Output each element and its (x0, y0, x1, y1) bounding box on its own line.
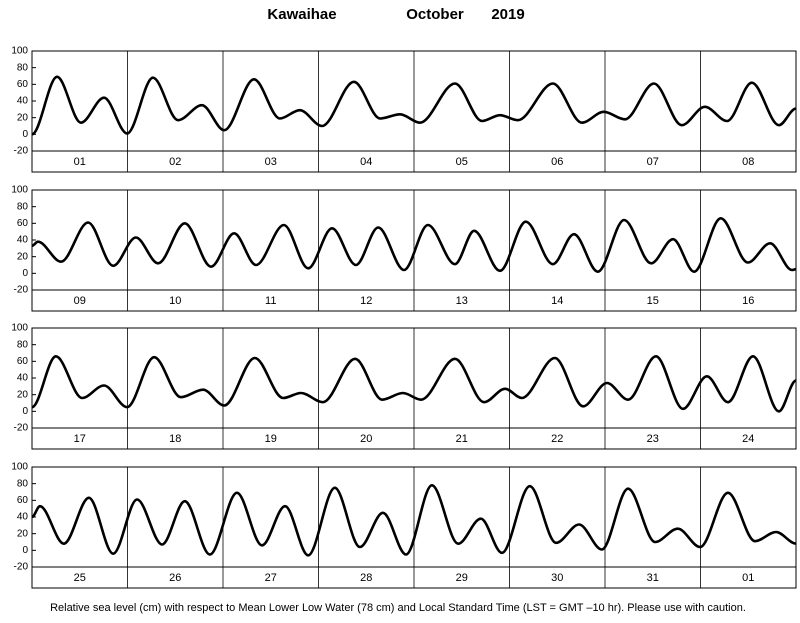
tide-curve (31, 75, 797, 136)
y-tick-label: 80 (17, 62, 29, 73)
tide-curve (31, 484, 797, 557)
y-tick-label: 80 (17, 478, 29, 489)
y-tick-label: -20 (14, 562, 29, 573)
y-tick-label: 40 (17, 96, 29, 107)
y-tick-label: 100 (11, 185, 28, 196)
day-label: 21 (456, 433, 468, 445)
day-label: 16 (742, 295, 754, 307)
y-tick-label: 40 (17, 235, 29, 246)
day-label: 23 (647, 433, 659, 445)
y-tick-label: 60 (17, 356, 29, 367)
y-tick-label: 0 (22, 545, 28, 556)
day-label: 11 (265, 295, 276, 307)
day-label: 10 (169, 295, 181, 307)
day-label: 12 (360, 295, 372, 307)
tide-curve (31, 355, 797, 413)
y-tick-label: 100 (11, 323, 28, 334)
day-label: 14 (551, 295, 563, 307)
tide-curve (31, 217, 797, 273)
y-tick-label: 20 (17, 528, 29, 539)
day-label: 17 (74, 433, 86, 445)
y-tick-label: 20 (17, 112, 29, 123)
y-tick-label: 100 (11, 462, 28, 473)
day-label: 19 (265, 433, 277, 445)
y-tick-label: 40 (17, 512, 29, 523)
day-label: 31 (647, 572, 659, 584)
y-tick-label: 0 (22, 129, 28, 140)
day-label: 02 (169, 156, 181, 168)
month-title: October (406, 6, 464, 23)
y-tick-label: -20 (14, 146, 29, 157)
y-tick-label: 20 (17, 389, 29, 400)
day-label: 09 (74, 295, 86, 307)
y-tick-label: 60 (17, 218, 29, 229)
y-tick-label: 80 (17, 201, 29, 212)
day-label: 15 (647, 295, 659, 307)
y-tick-label: -20 (14, 285, 29, 296)
year-title: 2019 (491, 6, 524, 23)
day-label: 05 (456, 156, 468, 168)
day-label: 28 (360, 572, 372, 584)
day-label: 25 (74, 572, 86, 584)
day-label: 06 (551, 156, 563, 168)
y-tick-label: 100 (11, 46, 28, 57)
y-tick-label: 60 (17, 495, 29, 506)
station-title: Kawaihae (267, 6, 336, 23)
y-tick-label: -20 (14, 423, 29, 434)
day-label: 03 (265, 156, 277, 168)
day-label: 13 (456, 295, 468, 307)
day-label: 30 (551, 572, 563, 584)
day-label: 27 (265, 572, 277, 584)
day-label: 08 (742, 156, 754, 168)
day-label: 04 (360, 156, 372, 168)
day-label: 22 (551, 433, 563, 445)
y-tick-label: 80 (17, 339, 29, 350)
day-label: 20 (360, 433, 372, 445)
y-tick-label: 0 (22, 406, 28, 417)
y-tick-label: 40 (17, 373, 29, 384)
day-label: 29 (456, 572, 468, 584)
footnote: Relative sea level (cm) with respect to … (50, 602, 746, 614)
day-label: 24 (742, 433, 754, 445)
day-label: 18 (169, 433, 181, 445)
day-label: 07 (647, 156, 659, 168)
y-tick-label: 0 (22, 268, 28, 279)
day-label: 26 (169, 572, 181, 584)
day-label: 01 (742, 572, 754, 584)
day-label: 01 (74, 156, 86, 168)
y-tick-label: 60 (17, 79, 29, 90)
y-tick-label: 20 (17, 251, 29, 262)
